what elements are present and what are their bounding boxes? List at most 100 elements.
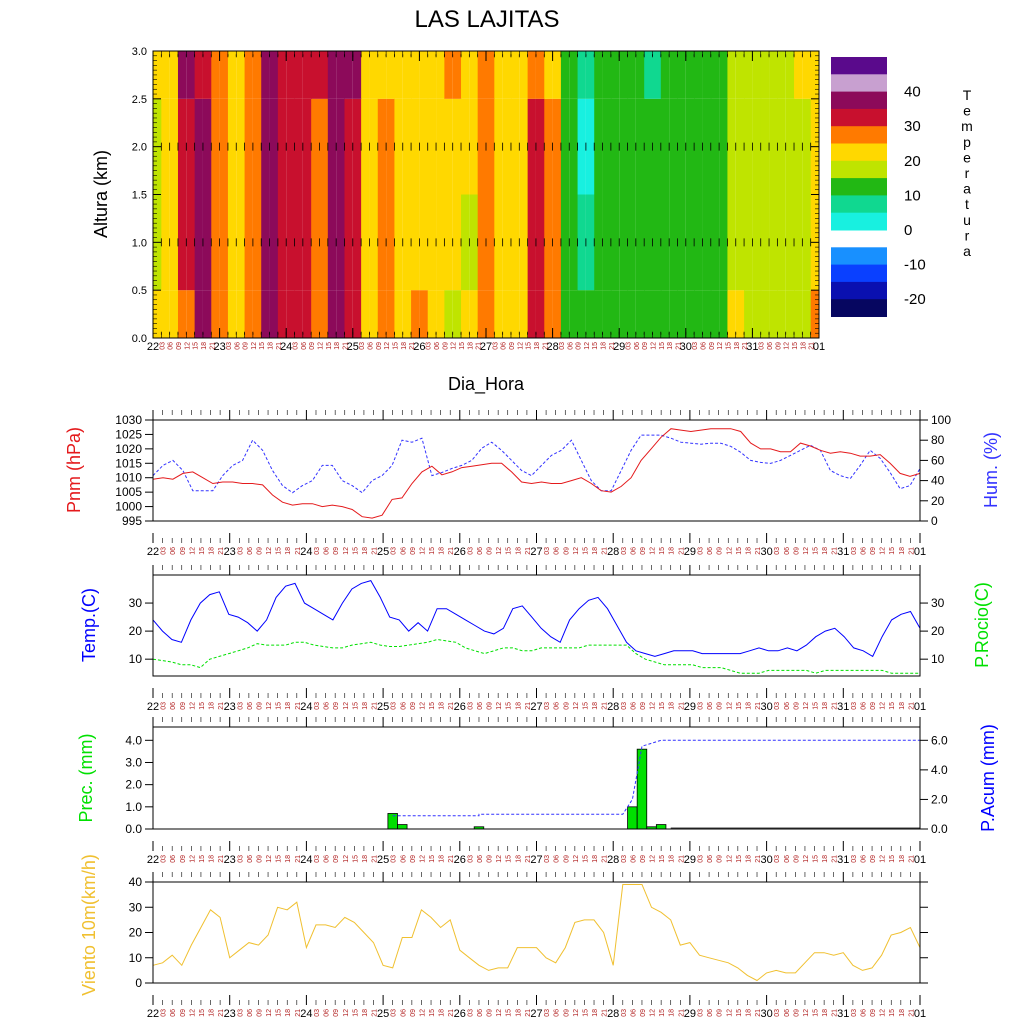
panel2-x-hour-label: 03 (851, 547, 858, 555)
panel3-x-hour-label: 15 (889, 702, 896, 710)
heatmap-cell (535, 51, 545, 99)
panel2-x-hour-label: 18 (899, 547, 906, 555)
panel3-x-day-label: 25 (377, 701, 389, 713)
heatmap-cells (153, 51, 819, 338)
panel3-x-hour-label: 15 (582, 702, 589, 710)
panel5-x-hour-label: 09 (870, 1009, 877, 1017)
heatmap-cell (760, 290, 770, 338)
heatmap-cell (785, 290, 795, 338)
panel5-x-hour-label: 12 (343, 1009, 350, 1017)
colorbar-title-letter: p (963, 134, 971, 150)
heatmap-ytick-label: 2.5 (132, 94, 147, 106)
panel5-x-hour-label: 18 (362, 1009, 369, 1017)
heatmap-cell (327, 194, 337, 291)
heatmap-cell (652, 98, 662, 195)
panel4-x-day-label: 31 (837, 854, 849, 866)
heatmap-cell (594, 194, 603, 291)
heatmap-cell (569, 290, 579, 338)
chart-title: LAS LAJITAS (415, 6, 560, 33)
heatmap-cell (569, 98, 579, 195)
panel5-x-hour-label: 15 (199, 1009, 206, 1017)
panel4-x-hour-label: 15 (813, 855, 820, 863)
panel4-x-hour-label: 06 (400, 855, 407, 863)
panel4-x-hour-label: 03 (161, 855, 168, 863)
heatmap-cell (261, 290, 270, 338)
heatmap-cell (569, 194, 579, 291)
heatmap-cell (427, 290, 437, 338)
heatmap-cell (677, 98, 686, 195)
heatmap-cell (660, 290, 670, 338)
panel2-x-hour-label: 18 (822, 547, 829, 555)
heatmap-x-day-label: 27 (480, 341, 492, 353)
heatmap-cell (752, 51, 762, 99)
heatmap-x-hour-label: 03 (759, 342, 766, 350)
heatmap-cell (610, 290, 620, 338)
dewpoint-ytick-label: 30 (931, 596, 945, 610)
heatmap-cell (560, 51, 570, 99)
panel5-x-hour-label: 21 (295, 1009, 302, 1017)
panel3-x-hour-label: 09 (256, 702, 263, 710)
heatmap-x-hour-label: 09 (176, 342, 183, 350)
heatmap-cell (585, 290, 595, 338)
panel3-x-hour-label: 09 (487, 702, 494, 710)
panel5-x-hour-label: 03 (314, 1009, 321, 1017)
heatmap-cell (327, 51, 337, 99)
heatmap-x-hour-label: 15 (259, 342, 266, 350)
heatmap-cell (452, 194, 462, 291)
heatmap-cell (352, 290, 362, 338)
heatmap-x-day-label: 30 (680, 341, 692, 353)
panel3-x-hour-label: 12 (880, 702, 887, 710)
panel4-x-hour-label: 03 (467, 855, 474, 863)
wind-ytick-label: 30 (129, 900, 143, 914)
panel2-x-hour-label: 18 (362, 547, 369, 555)
precip-bar (627, 806, 638, 830)
heatmap-cell (252, 194, 262, 291)
colorbar-swatch (831, 160, 887, 179)
heatmap-cell (669, 194, 678, 291)
heatmap-cell (336, 290, 345, 338)
panel5-frame (152, 881, 921, 984)
panel3-x-hour-label: 09 (793, 702, 800, 710)
heatmap-cell (577, 98, 586, 195)
panel5-x-hour-label: 15 (736, 1009, 743, 1017)
heatmap-cell (602, 194, 612, 291)
panel4-x-hour-label: 03 (391, 855, 398, 863)
heatmap-xlabel: Dia_Hora (448, 374, 525, 395)
panel5-x-hour-label: 06 (554, 1009, 561, 1017)
panel4-x-hour-label: 15 (429, 855, 436, 863)
heatmap-x-hour-label: 06 (501, 342, 508, 350)
heatmap-x-hour-label: 18 (201, 342, 208, 350)
heatmap-cell (202, 290, 212, 338)
heatmap-x-hour-label: 09 (376, 342, 383, 350)
heatmap-cell (436, 51, 445, 99)
panel5-x-hour-label: 15 (889, 1009, 896, 1017)
heatmap-cell (194, 290, 203, 338)
colorbar-title-letter: m (961, 118, 973, 134)
heatmap-cell (477, 98, 486, 195)
panel2-x-hour-label: 09 (563, 547, 570, 555)
precip-ytick-label: 3.0 (125, 755, 142, 769)
pressure-ytick-label: 1025 (115, 427, 142, 441)
panel3-frame (152, 574, 921, 677)
colorbar-title-letter: a (963, 243, 971, 259)
panel4-x-hour-label: 03 (774, 855, 781, 863)
precip-ylabel: Prec. (mm) (76, 734, 96, 823)
heatmap-x-hour-label: 15 (193, 342, 200, 350)
panel5-x-day-label: 26 (454, 1008, 466, 1020)
heatmap-cell (352, 98, 362, 195)
panel2-x-hour-label: 18 (515, 547, 522, 555)
heatmap-cell (510, 98, 520, 195)
heatmap-cell (677, 51, 686, 99)
heatmap-cell (369, 51, 379, 99)
heatmap-cell (744, 194, 753, 291)
temperature-ytick-label: 10 (129, 652, 143, 666)
panel3-x-hour-label: 21 (218, 702, 225, 710)
panel3-x-hour-label: 18 (209, 702, 216, 710)
heatmap-cell (610, 194, 620, 291)
heatmap-cell (535, 194, 545, 291)
colorbar-swatch (831, 195, 887, 214)
heatmap-x-hour-label: 15 (392, 342, 399, 350)
heatmap-cell (294, 51, 303, 99)
